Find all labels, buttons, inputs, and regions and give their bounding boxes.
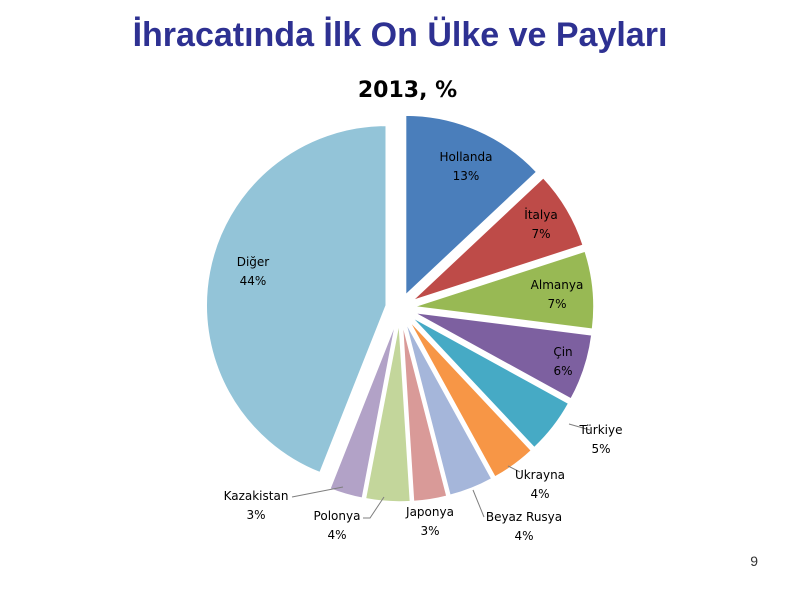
slice-label: Türkiye: [579, 423, 623, 437]
slice-label: Japonya: [405, 505, 454, 519]
pie-slice-beyaz-rusya: [404, 320, 493, 497]
pie-slice-kazakistan: [328, 321, 397, 500]
pie-slice-polonya: [364, 321, 412, 503]
pie-slice-japonya: [401, 321, 448, 503]
leader-line: [568, 423, 591, 431]
slice-value-label: 4%: [514, 529, 533, 543]
slice-label: Beyaz Rusya: [486, 510, 562, 524]
slice-label: Polonya: [314, 509, 361, 523]
pie-slice-türkiye: [410, 315, 570, 449]
slice-value-label: 3%: [420, 524, 439, 538]
slice-label: Diğer: [237, 255, 270, 269]
slice-value-label: 44%: [240, 274, 267, 288]
leader-line: [363, 496, 385, 519]
slice-value-label: 7%: [531, 227, 550, 241]
pie-slice-almanya: [413, 250, 595, 331]
leader-line: [507, 465, 521, 473]
slide-title: İhracatında İlk On Ülke ve Payları: [132, 16, 668, 54]
leader-line: [472, 489, 485, 518]
chart-title: 2013, %: [357, 78, 458, 103]
slice-label: Ukrayna: [515, 468, 565, 482]
pie-slice-hollanda: [404, 114, 538, 297]
slice-label: İtalya: [524, 207, 557, 222]
page-number: 9: [750, 553, 758, 569]
slice-value-label: 4%: [327, 528, 346, 542]
slice-value-label: 5%: [591, 442, 610, 456]
slice-value-label: 4%: [530, 487, 549, 501]
slice-value-label: 13%: [453, 169, 480, 183]
slice-value-label: 6%: [553, 364, 572, 378]
slice-label: Kazakistan: [224, 489, 289, 503]
slice-label: Hollanda: [440, 150, 493, 164]
slice-label: Almanya: [531, 278, 584, 292]
pie-slice-diğer: [205, 124, 387, 474]
pie-slice-çin: [412, 311, 593, 401]
pie-slice-ukrayna: [407, 318, 533, 479]
pie-slice-i̇talya: [411, 176, 585, 302]
slice-value-label: 3%: [246, 508, 265, 522]
slice-value-label: 7%: [547, 297, 566, 311]
slice-label: Çin: [553, 345, 572, 359]
leader-line: [291, 486, 344, 498]
